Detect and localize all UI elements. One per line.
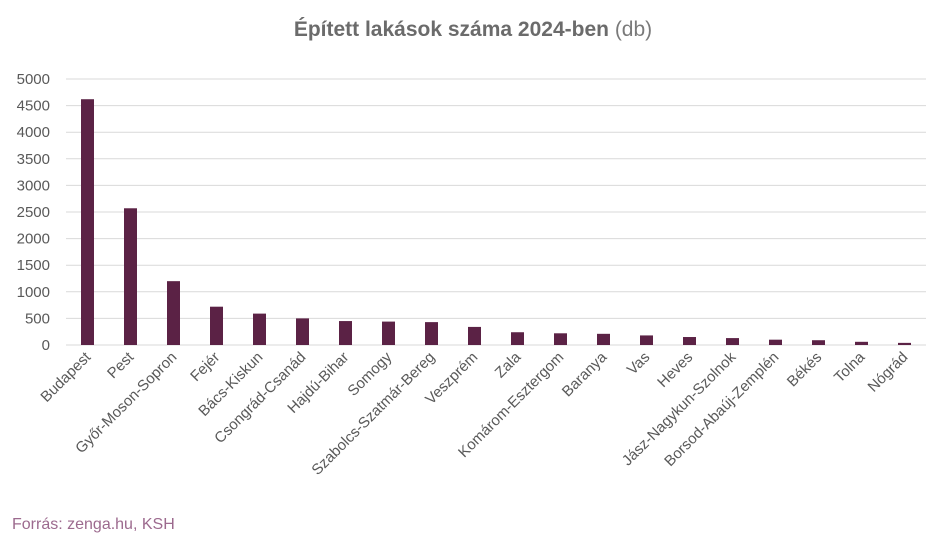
bar — [382, 321, 395, 345]
bar — [339, 321, 352, 345]
y-tick-label: 5000 — [17, 71, 50, 88]
y-tick-label: 4500 — [17, 98, 50, 115]
y-tick-label: 1000 — [17, 284, 50, 301]
bar — [683, 337, 696, 345]
y-tick-label: 3000 — [17, 177, 50, 194]
y-tick-label: 1500 — [17, 257, 50, 274]
bar — [597, 333, 610, 345]
bar — [253, 313, 266, 345]
x-tick-label: Nógrád — [865, 349, 912, 396]
chart-title-unit: (db) — [614, 18, 653, 41]
bar — [726, 338, 739, 345]
bar — [554, 333, 567, 345]
bar — [468, 326, 481, 345]
x-tick-label: Zala — [492, 348, 525, 381]
bar — [425, 322, 438, 345]
y-tick-label: 2000 — [17, 231, 50, 248]
x-tick-label: Budapest — [37, 348, 94, 405]
chart-title-main: Épített lakások száma 2024-ben — [293, 18, 609, 41]
chart-title: Épített lakások száma 2024-ben (db) — [0, 18, 946, 42]
bar — [511, 332, 524, 345]
bar — [898, 342, 911, 345]
y-tick-label: 2500 — [17, 204, 50, 221]
y-tick-label: 4000 — [17, 124, 50, 141]
bar — [640, 335, 653, 345]
bar — [124, 208, 137, 345]
x-tick-label: Vas — [624, 349, 654, 379]
y-tick-label: 500 — [25, 310, 50, 327]
bar — [210, 306, 223, 345]
x-tick-label: Békés — [784, 349, 826, 391]
x-tick-label: Baranya — [559, 348, 611, 400]
x-tick-label: Heves — [654, 349, 696, 391]
x-tick-label: Fejér — [187, 349, 223, 385]
x-tick-label: Tolna — [831, 348, 869, 386]
bar — [855, 341, 868, 345]
bar — [812, 340, 825, 345]
y-tick-label: 3500 — [17, 151, 50, 168]
bar — [167, 281, 180, 345]
x-tick-label: Pest — [104, 348, 138, 382]
source-note: Forrás: zenga.hu, KSH — [12, 516, 175, 533]
bar — [81, 99, 94, 345]
y-tick-label: 0 — [42, 337, 50, 354]
bar — [769, 339, 782, 345]
bar — [296, 318, 309, 345]
